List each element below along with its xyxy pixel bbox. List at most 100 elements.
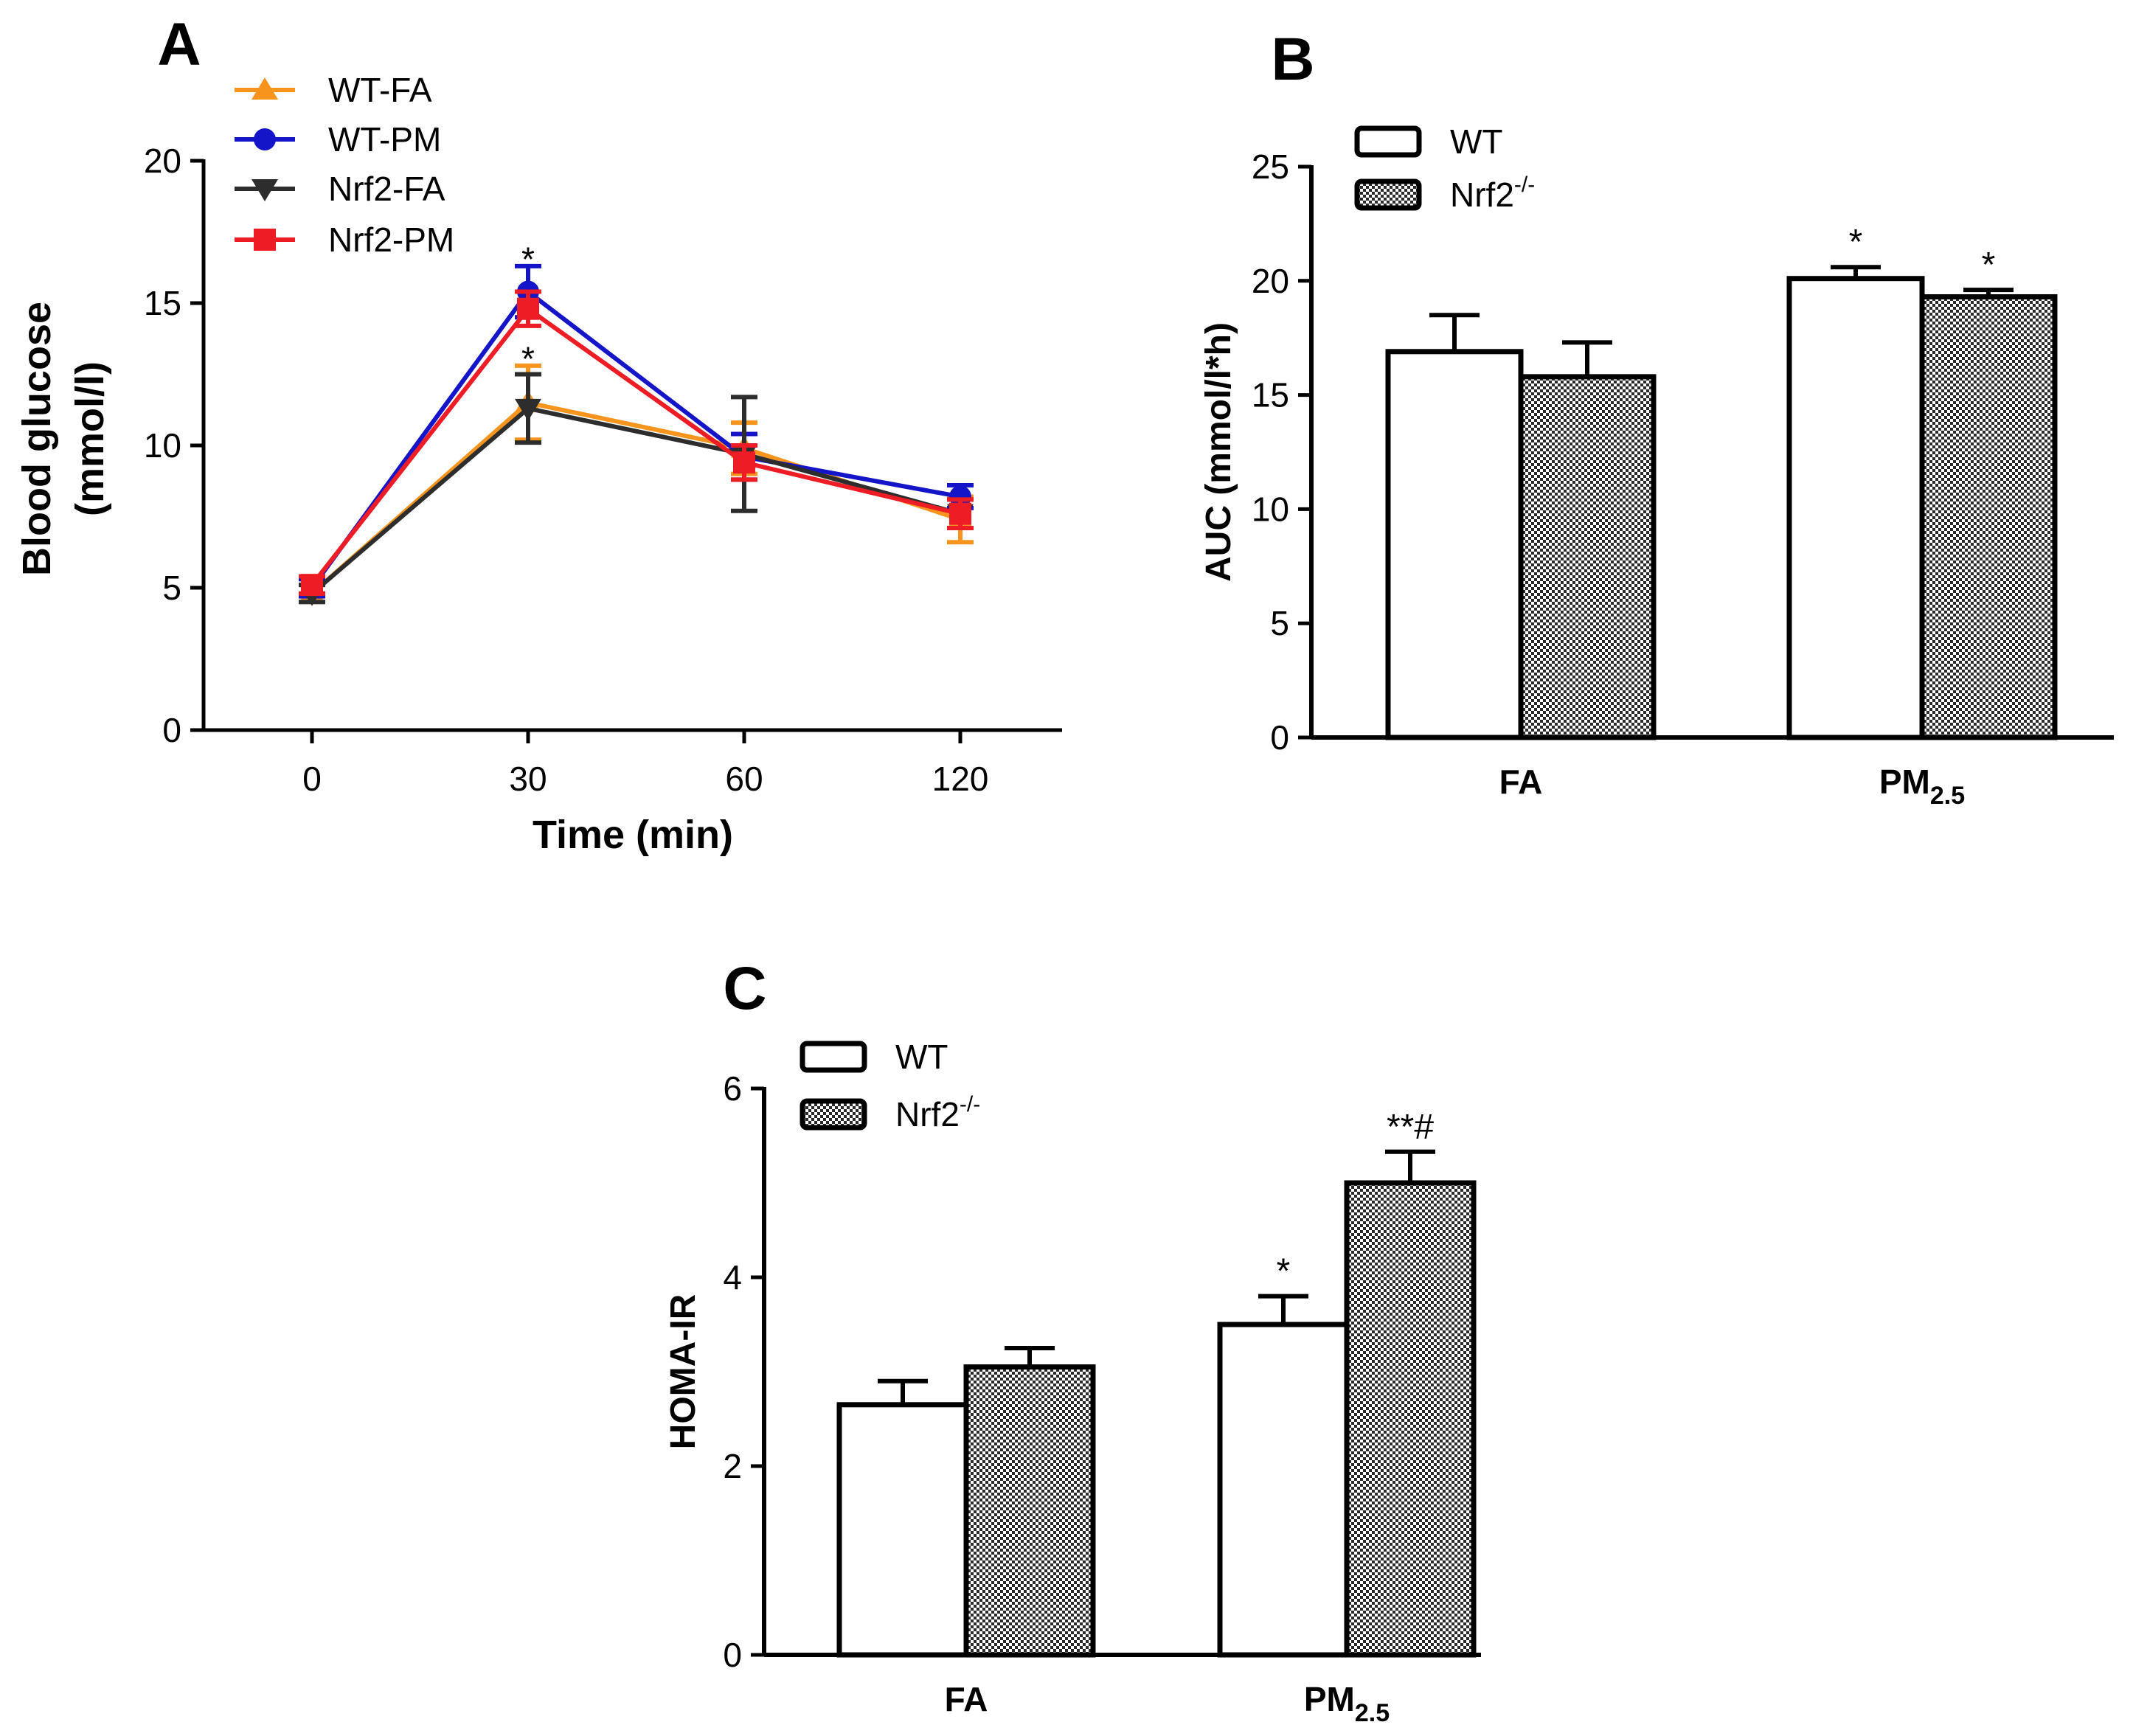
y-tick-label: 0: [162, 711, 181, 749]
legend-entry-nrf2-pm: Nrf2-PM: [235, 221, 454, 259]
y-tick-label: 5: [1270, 604, 1289, 642]
legend-superscript: -/-: [960, 1092, 980, 1117]
y-axis-title: AUC (mmol/l*h): [1199, 322, 1238, 582]
series-line-wt-pm: [310, 288, 961, 589]
category-name: PM: [1879, 763, 1930, 801]
significance-marker: *: [521, 339, 535, 378]
y-tick-label: 0: [723, 1636, 742, 1674]
panel-label-b: B: [1271, 26, 1314, 93]
legend-swatch: [1354, 178, 1422, 211]
y-tick-label: 2: [723, 1447, 742, 1485]
x-category-label: FA: [945, 1680, 988, 1718]
legend-swatch: [800, 1098, 867, 1131]
bar-wt-pm: [1786, 265, 1925, 740]
legend-entry-wt: WT: [1354, 122, 1503, 161]
legend-name: Nrf2: [895, 1095, 960, 1133]
data-point-nrf2-pm: [949, 502, 971, 525]
significance-marker: *: [1277, 1252, 1291, 1291]
y-tick-label: 10: [144, 426, 181, 465]
y-tick-label: 4: [723, 1258, 742, 1296]
bar-wt-fa: [1385, 313, 1524, 740]
data-point-nrf2-pm: [733, 451, 755, 474]
x-category-label: FA: [1499, 763, 1543, 801]
significance-marker: **#: [1387, 1108, 1434, 1147]
series-line-nrf2-fa: [311, 406, 961, 595]
x-axis-title: Time (min): [533, 813, 733, 857]
significance-marker: *: [1982, 246, 1996, 285]
bar-nrf2-pm: [1344, 1149, 1477, 1658]
x-tick-label: 0: [302, 760, 322, 798]
bar-wt-pm: [1217, 1294, 1350, 1658]
legend-entry-wt: WT: [800, 1038, 948, 1076]
y-tick-label: 20: [1252, 262, 1289, 300]
legend-label: Nrf2-FA: [328, 170, 445, 208]
y-tick-label: 0: [1270, 718, 1289, 757]
y-tick-label: 6: [723, 1069, 742, 1108]
panel-b-bar-chart: B 0 5 10 15 20 25 AUC (mmol/l*h) FA PM2.5 * * WT Nrf2…: [1199, 26, 2114, 810]
x-tick-label: 120: [932, 760, 989, 798]
category-name: PM: [1304, 1680, 1355, 1718]
y-tick-label: 25: [1252, 147, 1289, 186]
legend-label: WT-PM: [328, 120, 441, 159]
data-point-nrf2-fa: [515, 398, 541, 421]
panel-c-bar-chart: C 0 2 4 6 HOMA-IR FA PM2.5 * **# WT Nrf2-/-: [664, 955, 1481, 1727]
bar-rect: [1919, 294, 2058, 740]
legend-entry-wt-fa: WT-FA: [235, 71, 432, 109]
significance-marker: *: [1849, 223, 1863, 262]
legend-swatch: [1354, 125, 1422, 158]
y-tick-label: 15: [144, 284, 181, 322]
bar-rect: [1385, 349, 1524, 740]
legend-marker: [252, 179, 278, 201]
y-tick-label: 20: [144, 142, 181, 180]
legend-label: Nrf2-PM: [328, 221, 454, 259]
panel-label-a: A: [157, 11, 201, 78]
bar-rect: [1217, 1322, 1350, 1658]
bar-rect: [1344, 1180, 1477, 1658]
legend-name: WT: [895, 1038, 948, 1076]
bar-nrf2-pm: [1919, 288, 2058, 740]
data-point-nrf2-pm: [301, 574, 323, 597]
y-axis-title: HOMA-IR: [664, 1294, 703, 1450]
bar-nrf2-fa: [1518, 340, 1657, 740]
category-name: FA: [1499, 763, 1543, 801]
bar-rect: [1518, 374, 1657, 740]
legend-marker: [254, 128, 276, 150]
category-name: FA: [945, 1680, 988, 1718]
legend-marker: [252, 77, 278, 100]
legend-entry-wt-pm: WT-PM: [235, 120, 441, 159]
legend-label: Nrf2-/-: [1450, 173, 1535, 214]
legend-entry-nrf2-fa: Nrf2-FA: [235, 170, 445, 208]
category-subscript: 2.5: [1355, 1699, 1390, 1727]
legend-name: Nrf2: [1450, 176, 1514, 214]
y-axis-title-line2: (mmol/l): [68, 361, 112, 516]
y-tick-label: 15: [1252, 376, 1289, 414]
x-tick-label: 30: [509, 760, 547, 798]
x-tick-label: 60: [725, 760, 763, 798]
legend-superscript: -/-: [1514, 173, 1535, 197]
legend-entry-nrf2: Nrf2-/-: [1354, 173, 1535, 214]
series-nrf2-fa: [299, 372, 974, 606]
legend-name: WT: [1450, 122, 1503, 161]
series-wt-fa: [299, 363, 974, 605]
legend-marker: [254, 229, 276, 251]
legend-label: WT: [1450, 122, 1503, 161]
significance-marker: *: [521, 240, 535, 278]
panel-a-line-chart: A 0 5 10 15 20 0 30 60 120 Time (min) Blood glucose…: [15, 11, 1062, 857]
legend-label: WT-FA: [328, 71, 432, 109]
bar-wt-fa: [836, 1378, 969, 1658]
panel-label-c: C: [723, 955, 766, 1022]
y-tick-label: 5: [162, 569, 181, 607]
y-axis-title-line1: Blood glucose: [15, 302, 59, 576]
bar-rect: [963, 1364, 1096, 1658]
x-category-label: PM2.5: [1879, 763, 1965, 810]
series-nrf2-pm: [299, 289, 974, 597]
legend-swatch: [800, 1041, 867, 1073]
data-point-nrf2-pm: [517, 297, 539, 320]
category-subscript: 2.5: [1930, 782, 1965, 810]
legend-label: WT: [895, 1038, 948, 1076]
legend-entry-nrf2: Nrf2-/-: [800, 1092, 980, 1133]
bar-nrf2-fa: [963, 1346, 1096, 1658]
x-category-label: PM2.5: [1304, 1680, 1390, 1727]
bar-rect: [1786, 276, 1925, 740]
